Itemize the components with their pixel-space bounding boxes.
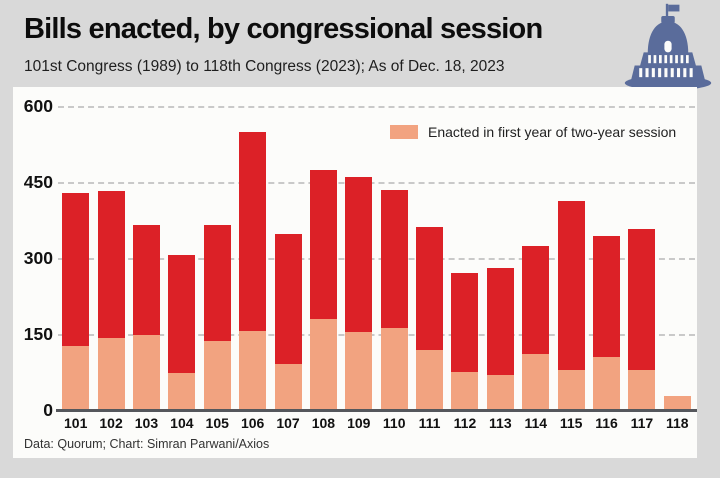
bar-session-111 — [416, 227, 444, 410]
gridline-450 — [58, 182, 695, 184]
bar-first-year-segment-104 — [168, 372, 196, 410]
bar-session-115 — [557, 200, 585, 410]
bar-first-year-segment-105 — [203, 341, 231, 410]
bar-session-117 — [628, 229, 656, 410]
x-tick-label-101: 101 — [64, 415, 88, 431]
bar-session-107 — [274, 234, 302, 410]
x-tick-label-106: 106 — [240, 415, 265, 431]
y-tick-label-600: 600 — [23, 96, 53, 116]
bar-first-year-segment-101 — [62, 345, 90, 410]
x-tick-label-110: 110 — [382, 415, 406, 431]
x-axis-line — [56, 409, 697, 412]
bar-session-110 — [380, 190, 408, 410]
y-tick-label-300: 300 — [23, 248, 53, 268]
bar-session-102 — [97, 191, 125, 410]
x-tick-label-105: 105 — [205, 415, 229, 431]
bar-first-year-segment-114 — [522, 354, 550, 410]
gridline-600 — [58, 106, 695, 108]
x-tick-label-118: 118 — [666, 415, 689, 431]
bar-session-103 — [132, 224, 160, 410]
legend: Enacted in first year of two-year sessio… — [390, 124, 676, 140]
bar-first-year-segment-102 — [97, 337, 125, 410]
x-tick-label-115: 115 — [559, 415, 583, 431]
x-tick-label-109: 109 — [347, 415, 371, 431]
x-tick-label-102: 102 — [99, 415, 123, 431]
bar-first-year-segment-113 — [486, 375, 514, 410]
bar-first-year-segment-107 — [274, 363, 302, 410]
x-tick-label-112: 112 — [453, 415, 477, 431]
bar-first-year-segment-103 — [132, 334, 160, 410]
legend-swatch-first-year — [390, 125, 418, 139]
x-tick-label-107: 107 — [276, 415, 300, 431]
y-tick-label-450: 450 — [23, 172, 53, 192]
bar-session-108 — [309, 170, 337, 410]
source-credit: Data: Quorum; Chart: Simran Parwani/Axio… — [24, 437, 270, 451]
x-tick-label-104: 104 — [170, 415, 194, 431]
bar-session-105 — [203, 225, 231, 410]
bar-first-year-segment-115 — [557, 370, 585, 410]
x-tick-label-103: 103 — [134, 415, 159, 431]
bar-first-year-segment-112 — [451, 371, 479, 410]
bar-first-year-segment-118 — [663, 396, 691, 410]
bar-first-year-segment-110 — [380, 327, 408, 410]
bar-first-year-segment-109 — [345, 332, 373, 410]
bar-session-109 — [345, 177, 373, 410]
bar-session-113 — [486, 268, 514, 410]
bar-session-116 — [593, 236, 621, 410]
page-title: Bills enacted, by congressional session — [24, 13, 543, 45]
x-tick-label-108: 108 — [311, 415, 336, 431]
y-tick-label-150: 150 — [23, 324, 53, 344]
bar-session-112 — [451, 273, 479, 410]
bar-first-year-segment-106 — [239, 331, 267, 410]
bar-first-year-segment-111 — [416, 350, 444, 410]
plot-area — [58, 106, 695, 410]
legend-label: Enacted in first year of two-year sessio… — [428, 124, 677, 140]
x-tick-label-113: 113 — [489, 415, 512, 431]
y-tick-label-0: 0 — [43, 400, 53, 420]
bar-session-104 — [168, 254, 196, 410]
bar-session-118 — [663, 396, 691, 410]
chart-subtitle: 101st Congress (1989) to 118th Congress … — [24, 58, 505, 75]
gridline-150 — [58, 334, 695, 336]
bar-first-year-segment-116 — [593, 356, 621, 410]
bar-session-101 — [62, 193, 90, 410]
capitol-building-icon — [624, 3, 712, 91]
gridline-300 — [58, 258, 695, 260]
x-tick-label-114: 114 — [524, 415, 548, 431]
bar-session-114 — [522, 246, 550, 410]
bar-session-106 — [239, 132, 267, 410]
chart-panel: 0 150 300 450 600 101 102 103 104 105 106 107 108 10… — [13, 87, 697, 458]
bar-first-year-segment-108 — [309, 318, 337, 410]
x-tick-label-111: 111 — [418, 415, 441, 431]
bar-first-year-segment-117 — [628, 369, 656, 410]
x-tick-label-117: 117 — [630, 415, 654, 431]
x-tick-label-116: 116 — [595, 415, 618, 431]
